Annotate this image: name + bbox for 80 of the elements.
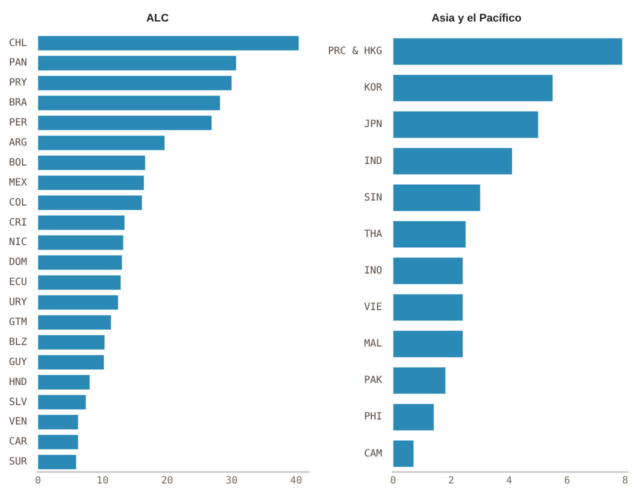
y-tick-label: KOR: [364, 82, 384, 94]
x-tick-label: 40: [290, 476, 302, 487]
x-tick-label: 20: [161, 476, 174, 487]
bar: [38, 215, 125, 230]
y-tick-label: PER: [9, 118, 28, 129]
x-tick-label: 10: [96, 476, 109, 487]
bar: [38, 196, 142, 210]
y-tick-label: INO: [364, 265, 382, 276]
y-tick-label: URY: [9, 297, 28, 308]
y-tick-label: VIE: [364, 302, 382, 314]
bar: [393, 184, 480, 211]
y-tick-label: SUR: [9, 456, 28, 468]
y-tick-label: BRA: [9, 98, 28, 109]
bar: [38, 36, 299, 50]
x-tick-label: 4: [506, 476, 512, 487]
chart-title: Asia y el Pacífico: [432, 12, 522, 25]
bar: [38, 335, 105, 350]
y-tick-label: HND: [9, 376, 28, 388]
y-tick-label: GUY: [9, 356, 28, 368]
x-tick-label: 2: [448, 476, 454, 487]
y-tick-label: NIC: [9, 237, 28, 248]
bar: [393, 330, 463, 358]
bar: [38, 56, 236, 70]
bar: [38, 136, 164, 150]
y-tick-label: VEN: [9, 416, 28, 428]
bar: [393, 258, 463, 284]
y-tick-label: BLZ: [9, 336, 28, 348]
bar: [38, 96, 220, 110]
y-tick-label: PHI: [364, 412, 382, 423]
bar: [38, 176, 144, 190]
bar: [38, 275, 121, 290]
bar: [38, 156, 146, 170]
y-tick-label: MEX: [9, 177, 28, 188]
x-tick-label: 6: [564, 476, 570, 487]
y-tick-label: CHL: [9, 38, 28, 49]
y-tick-label: PAK: [364, 375, 382, 386]
y-tick-label: IND: [364, 156, 382, 167]
y-tick-label: BOL: [9, 157, 28, 168]
y-tick-label: PRY: [9, 78, 28, 89]
bar: [38, 116, 212, 130]
bar: [393, 294, 463, 321]
y-tick-label: MAL: [364, 338, 382, 350]
y-tick-label: GTM: [9, 317, 28, 328]
bar: [38, 454, 76, 470]
bar: [38, 255, 122, 270]
bar: [38, 295, 118, 310]
bar: [38, 355, 104, 370]
bar: [393, 440, 414, 467]
y-tick-label: CRI: [9, 217, 28, 228]
x-tick-label: 8: [622, 476, 628, 487]
y-tick-label: ECU: [9, 277, 28, 288]
y-tick-label: PRC & HKG: [328, 46, 382, 58]
bar: [393, 404, 434, 430]
bar: [38, 315, 111, 330]
bar: [38, 414, 78, 430]
bar: [393, 221, 466, 248]
y-tick-label: ARG: [9, 137, 28, 148]
bar: [393, 111, 538, 138]
bar: [393, 74, 553, 102]
x-tick-label: 0: [35, 476, 42, 487]
y-tick-label: SIN: [364, 192, 382, 204]
chart-title: ALC: [146, 12, 169, 25]
y-tick-label: DOM: [9, 257, 28, 268]
bar: [393, 148, 512, 174]
bar: [38, 375, 90, 390]
bar: [38, 235, 124, 250]
bar: [38, 394, 86, 410]
bar: [393, 367, 446, 394]
y-tick-label: SLV: [9, 396, 28, 408]
y-tick-label: THA: [364, 228, 382, 240]
y-tick-label: PAN: [9, 58, 28, 69]
bar: [38, 76, 232, 90]
y-tick-label: COL: [9, 197, 28, 208]
x-tick-label: 0: [390, 476, 396, 487]
y-tick-label: JPN: [364, 119, 382, 130]
y-tick-label: CAM: [364, 448, 382, 460]
x-tick-label: 30: [226, 476, 238, 487]
bar: [393, 38, 622, 65]
bar: [38, 434, 78, 450]
y-tick-label: CAR: [9, 436, 28, 448]
